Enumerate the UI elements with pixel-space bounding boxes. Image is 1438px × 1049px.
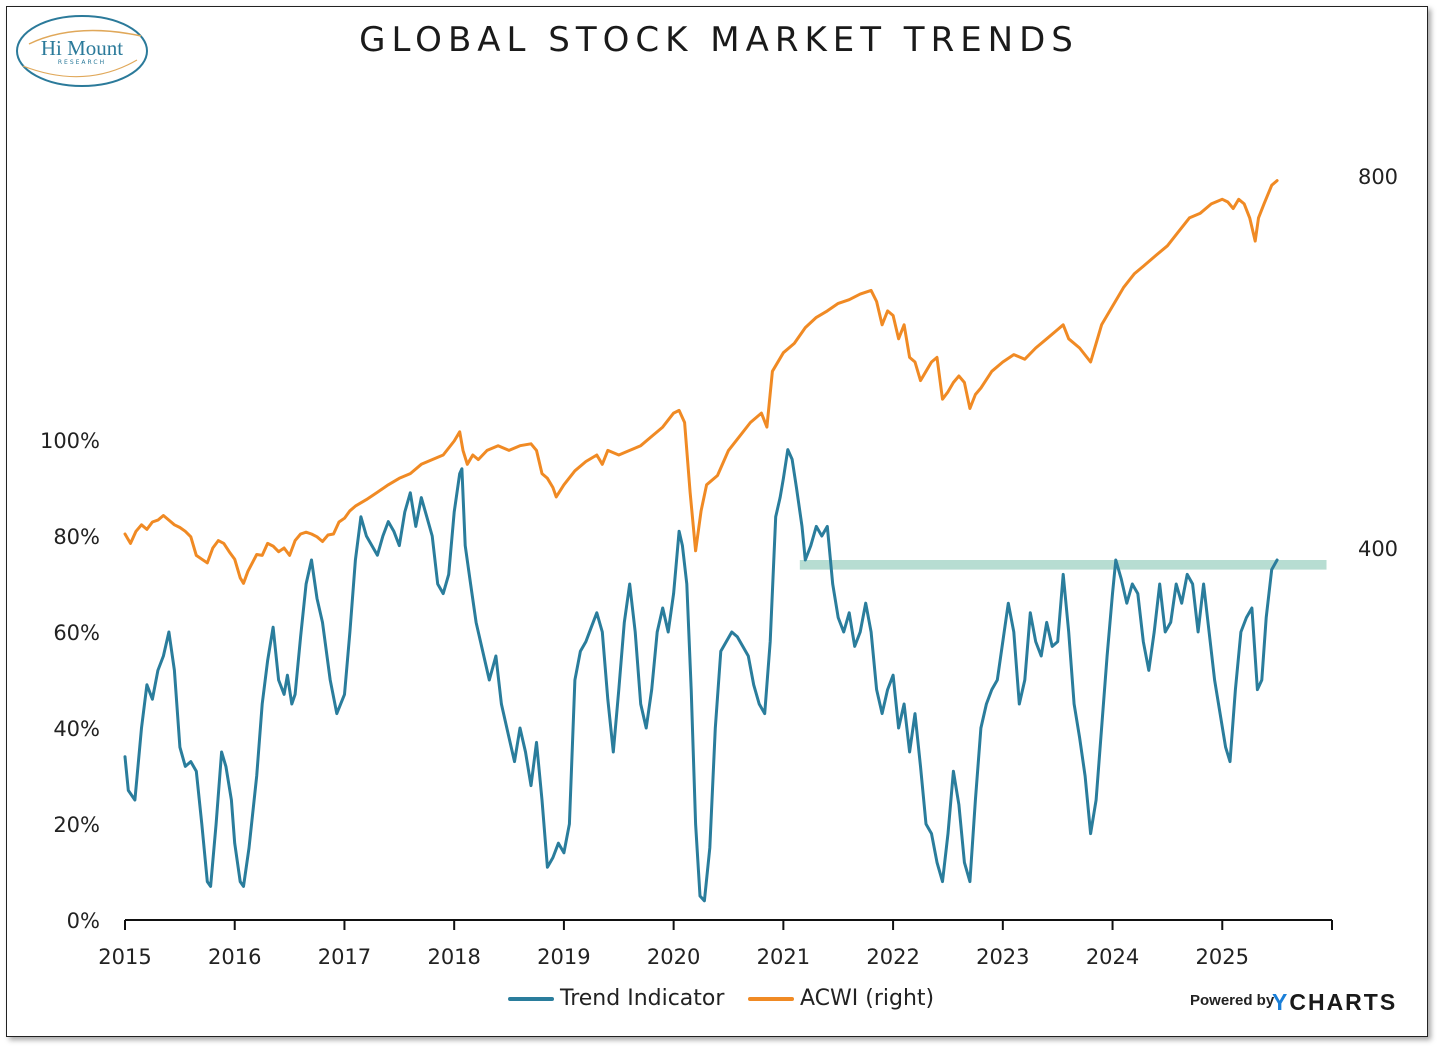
y-right-tick-label: 800 bbox=[1358, 165, 1398, 189]
powered-by-text: Powered by bbox=[1190, 992, 1275, 1009]
chart-frame bbox=[6, 6, 1428, 1037]
y-left-tick-label: 60% bbox=[53, 621, 100, 645]
ycharts-rest: CHARTS bbox=[1289, 989, 1398, 1015]
legend-item-trend: Trend Indicator bbox=[508, 986, 724, 1011]
legend-swatch-trend bbox=[508, 997, 554, 1001]
logo-sub-text: RESEARCH bbox=[57, 59, 107, 66]
y-right-tick-label: 400 bbox=[1358, 537, 1398, 561]
x-tick-label: 2019 bbox=[537, 945, 590, 969]
legend-swatch-acwi bbox=[748, 997, 794, 1001]
chart-title: GLOBAL STOCK MARKET TRENDS bbox=[359, 20, 1079, 60]
logo: Hi Mount RESEARCH bbox=[15, 14, 149, 88]
series-line-trend-indicator bbox=[123, 448, 1279, 903]
x-tick-label: 2021 bbox=[757, 945, 810, 969]
x-tick-label: 2017 bbox=[318, 945, 371, 969]
x-tick-label: 2025 bbox=[1196, 945, 1249, 969]
highlight-band bbox=[799, 560, 1327, 570]
y-left-tick-label: 0% bbox=[67, 909, 100, 933]
x-tick-label: 2022 bbox=[866, 945, 919, 969]
y-left-tick-label: 20% bbox=[53, 813, 100, 837]
x-tick-label: 2015 bbox=[98, 945, 151, 969]
x-tick-label: 2023 bbox=[976, 945, 1029, 969]
logo-main-text: Hi Mount bbox=[40, 36, 124, 60]
x-tick-label: 2016 bbox=[208, 945, 261, 969]
legend-label-trend: Trend Indicator bbox=[560, 986, 725, 1011]
x-tick-label: 2024 bbox=[1086, 945, 1139, 969]
y-left-tick-label: 40% bbox=[53, 717, 100, 741]
legend-item-acwi: ACWI (right) bbox=[748, 986, 934, 1011]
logo-ellipse-icon bbox=[16, 15, 148, 87]
y-left-tick-label: 100% bbox=[40, 429, 100, 453]
series-line-acwi bbox=[123, 179, 1279, 585]
x-tick-label: 2020 bbox=[647, 945, 700, 969]
x-tick-label: 2018 bbox=[427, 945, 480, 969]
ycharts-y: Y bbox=[1272, 989, 1290, 1015]
ycharts-logo: YCHARTS bbox=[1272, 989, 1397, 1016]
y-left-tick-label: 80% bbox=[53, 525, 100, 549]
legend-label-acwi: ACWI (right) bbox=[800, 986, 935, 1011]
